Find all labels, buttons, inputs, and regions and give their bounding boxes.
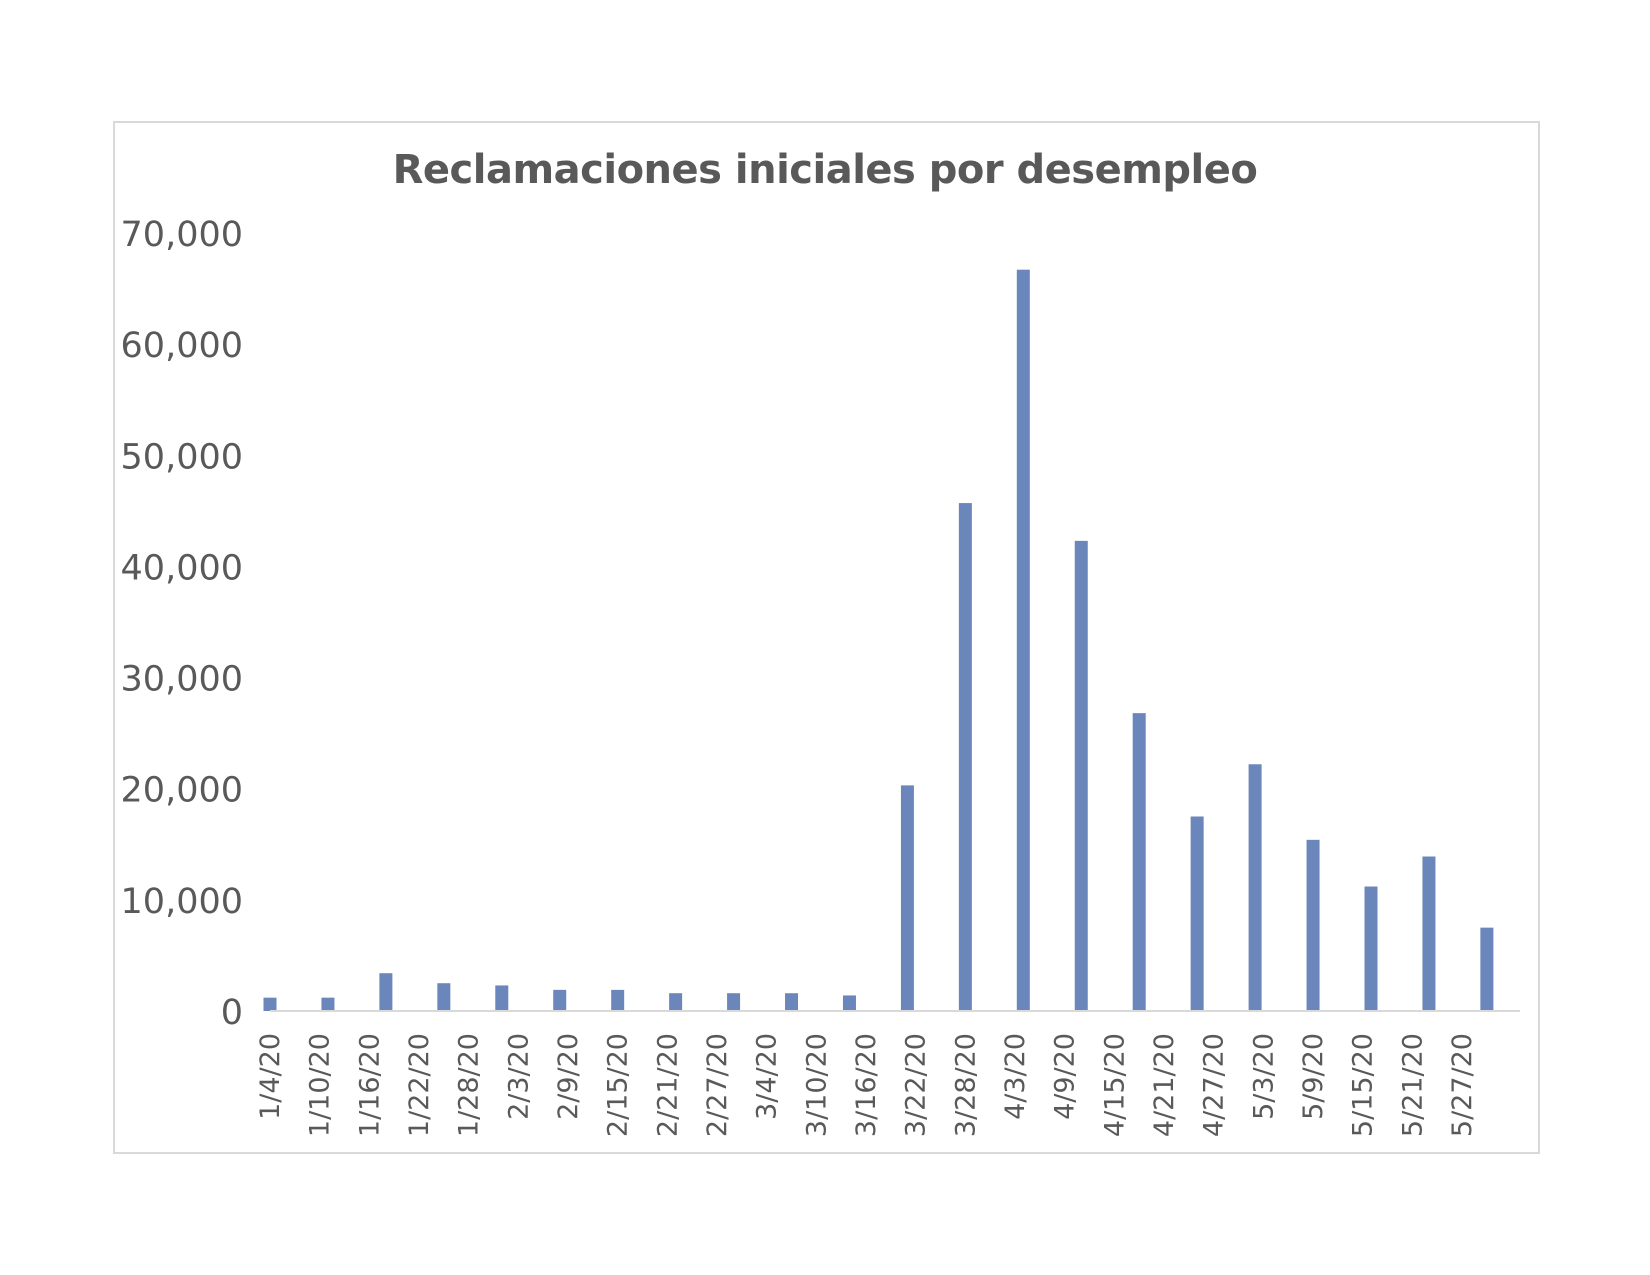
x-axis-ticks: 1/4/20 1/10/20 1/16/20 1/22/20 1/28/20 2/3/20… bbox=[255, 1033, 1478, 1137]
bar bbox=[1132, 713, 1146, 1011]
y-tick-label: 50,000 bbox=[121, 437, 243, 477]
bar bbox=[437, 983, 451, 1011]
bar bbox=[321, 997, 335, 1011]
x-tick-label: 1/16/20 bbox=[354, 1033, 385, 1137]
bar bbox=[842, 995, 856, 1011]
bar bbox=[1364, 886, 1378, 1011]
bar bbox=[958, 503, 972, 1011]
bar-series bbox=[263, 269, 1494, 1012]
x-tick-label: 4/15/20 bbox=[1099, 1033, 1130, 1137]
x-tick-label: 5/15/20 bbox=[1348, 1033, 1379, 1137]
x-tick-label: 3/16/20 bbox=[851, 1033, 882, 1137]
bar bbox=[553, 989, 567, 1011]
x-tick-label: 2/27/20 bbox=[702, 1033, 733, 1137]
x-tick-label: 2/15/20 bbox=[603, 1033, 634, 1137]
y-tick-label: 70,000 bbox=[121, 215, 243, 255]
x-tick-label: 5/27/20 bbox=[1447, 1033, 1478, 1137]
bar bbox=[263, 997, 277, 1011]
x-tick-label: 2/9/20 bbox=[553, 1033, 584, 1120]
x-tick-label: 4/3/20 bbox=[1000, 1033, 1031, 1120]
x-tick-label: 1/28/20 bbox=[454, 1033, 485, 1137]
y-tick-label: 20,000 bbox=[121, 771, 243, 811]
x-tick-label: 3/22/20 bbox=[901, 1033, 932, 1137]
x-tick-label: 3/10/20 bbox=[801, 1033, 832, 1137]
x-tick-label: 1/10/20 bbox=[305, 1033, 336, 1137]
x-tick-label: 2/21/20 bbox=[652, 1033, 683, 1137]
x-tick-label: 4/9/20 bbox=[1050, 1033, 1081, 1120]
bar bbox=[611, 989, 625, 1011]
bar bbox=[1422, 856, 1436, 1011]
bar bbox=[1480, 927, 1494, 1011]
bar bbox=[727, 993, 741, 1011]
x-tick-label: 1/22/20 bbox=[404, 1033, 435, 1137]
x-tick-label: 5/21/20 bbox=[1397, 1033, 1428, 1137]
x-tick-label: 4/21/20 bbox=[1149, 1033, 1180, 1137]
bar bbox=[495, 985, 509, 1011]
y-tick-label: 0 bbox=[221, 993, 243, 1033]
bar bbox=[669, 993, 683, 1011]
bar bbox=[785, 993, 799, 1011]
y-axis-ticks: 0 10,000 20,000 30,000 40,000 50,000 60,000 70,… bbox=[121, 215, 243, 1033]
y-tick-label: 30,000 bbox=[121, 660, 243, 700]
bar bbox=[1074, 540, 1088, 1011]
y-tick-label: 10,000 bbox=[121, 882, 243, 922]
bar bbox=[1016, 269, 1030, 1012]
x-tick-label: 5/3/20 bbox=[1248, 1033, 1279, 1120]
bar bbox=[1190, 816, 1204, 1011]
bar bbox=[379, 973, 393, 1011]
bar bbox=[900, 785, 914, 1011]
bar bbox=[1248, 764, 1262, 1011]
chart-frame bbox=[113, 121, 1540, 1154]
x-tick-label: 5/9/20 bbox=[1298, 1033, 1329, 1120]
x-tick-label: 1/4/20 bbox=[255, 1033, 286, 1120]
x-tick-label: 4/27/20 bbox=[1199, 1033, 1230, 1137]
bar bbox=[1306, 839, 1320, 1011]
chart-title: Reclamaciones iniciales por desempleo bbox=[392, 147, 1258, 193]
y-tick-label: 60,000 bbox=[121, 326, 243, 366]
x-tick-label: 3/28/20 bbox=[950, 1033, 981, 1137]
x-tick-label: 3/4/20 bbox=[752, 1033, 783, 1120]
x-tick-label: 2/3/20 bbox=[503, 1033, 534, 1120]
y-tick-label: 40,000 bbox=[121, 548, 243, 588]
